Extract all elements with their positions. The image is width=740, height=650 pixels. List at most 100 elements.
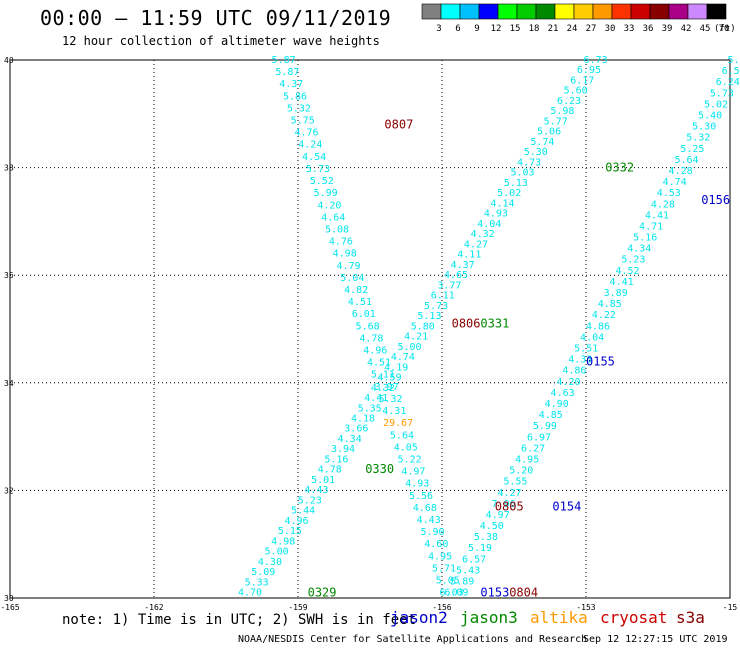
wave-height-label: 5.87 (275, 67, 299, 78)
wave-height-label: 6.97 (527, 432, 551, 443)
wave-height-label: 4.41 (645, 210, 669, 221)
wave-height-label: 4.98 (271, 536, 295, 547)
wave-height-label: 4.52 (615, 266, 639, 277)
wave-height-label: 5.13 (504, 178, 528, 189)
wave-height-label: 5.02 (497, 188, 521, 199)
wave-height-label: 4.78 (359, 333, 383, 344)
wave-height-label: 4.76 (329, 237, 353, 248)
wave-height-label: 6.57 (462, 554, 486, 565)
wave-height-label: 5.05 (436, 576, 460, 587)
wave-height-label: 5.64 (390, 430, 414, 441)
wave-height-label: 5.20 (509, 466, 533, 477)
wave-height-label: 5.00 (265, 547, 289, 558)
y-tick-label: 34 (4, 379, 14, 388)
wave-height-label: 4.54 (302, 152, 326, 163)
wave-height-label: 5.15 (278, 526, 302, 537)
wave-height-label: 4.22 (592, 310, 616, 321)
wave-height-label: 5.43 (456, 565, 480, 576)
wave-height-label: 5.32 (287, 103, 311, 114)
wave-height-label: 4.04 (477, 219, 501, 230)
wave-height-label: 5.71 (432, 563, 456, 574)
wave-height-label: 4.78 (318, 465, 342, 476)
wave-height-label: 5.23 (298, 495, 322, 506)
wave-height-label: 4.32 (371, 383, 395, 394)
legend-jason3: jason3 (460, 608, 518, 627)
y-tick-label: 40 (4, 56, 14, 65)
wave-height-label: 5.01 (311, 475, 335, 486)
wave-height-label: 4.34 (627, 244, 651, 255)
wave-height-label: 5.44 (291, 506, 315, 517)
x-tick-label: -165 (0, 603, 19, 612)
wave-height-label: 4.96 (284, 516, 308, 527)
wave-height-label: 5.04 (340, 273, 364, 284)
wave-height-label: 6.51 (722, 66, 740, 77)
pass-time-label: 0807 (384, 118, 413, 132)
y-tick-label: 36 (4, 271, 14, 280)
colorbar-label: 30 (605, 24, 616, 34)
wave-height-label: 4.27 (497, 488, 521, 499)
wave-height-label: 5.38 (474, 532, 498, 543)
wave-height-label: 6.11 (431, 291, 455, 302)
wave-height-label: 4.98 (333, 249, 357, 260)
wave-height-label: 5.74 (530, 137, 554, 148)
y-tick-label: 32 (4, 486, 14, 495)
wave-height-label: 5.09 (251, 567, 275, 578)
wave-height-label: 4.19 (384, 362, 408, 373)
color-scale-legend: 3 6 9 12 15 18 21 24 27 30 33 36 39 42 45 70(ft) (421, 3, 736, 34)
colorbar-label: 42 (681, 24, 692, 34)
wave-height-label: 4.20 (556, 377, 580, 388)
wave-height-label: 5.35 (358, 403, 382, 414)
legend-jason2: jason2 (390, 608, 448, 627)
colorbar-swatch (706, 3, 727, 20)
wave-height-label: 5.60 (564, 86, 588, 97)
x-tick-label: -156 (432, 603, 451, 612)
wave-height-label: 5.06 (537, 127, 561, 138)
wave-height-label: 5.02 (704, 99, 728, 110)
wave-height-label: 4.85 (598, 299, 622, 310)
wave-height-label: 4.28 (651, 199, 675, 210)
wave-height-label: 3.89 (604, 288, 628, 299)
wave-height-label: 4.11 (457, 250, 481, 261)
legend-altika: altika (530, 608, 588, 627)
x-tick-label: -15 (723, 603, 738, 612)
pass-time-label: 0804 (509, 586, 538, 600)
wave-height-label: 4.97 (486, 510, 510, 521)
page-subtitle: 12 hour collection of altimeter wave hei… (62, 34, 380, 48)
legend-s3a: s3a (676, 608, 705, 627)
wave-height-label: 4.37 (279, 79, 303, 90)
wave-height-label: 4.41 (610, 277, 634, 288)
wave-height-label: 4.74 (391, 352, 415, 363)
wave-height-label: 3.97 (375, 382, 399, 393)
wave-height-label: 6.23 (557, 96, 581, 107)
wave-height-label: 6.24 (716, 77, 740, 88)
pass-time-label: 0330 (365, 462, 394, 476)
wave-height-label: 5.19 (468, 543, 492, 554)
wave-height-label: 4.86 (562, 366, 586, 377)
wave-height-label: 5.73 (306, 164, 330, 175)
wave-height-label: 4.74 (663, 177, 687, 188)
wave-height-label: 5.64 (674, 155, 698, 166)
wave-height-label: 4.73 (517, 157, 541, 168)
wave-height-label: 6.09 (444, 588, 468, 599)
wave-height-label: 5.90 (420, 527, 444, 538)
wave-height-label: 6.01 (352, 309, 376, 320)
wave-height-label: 5.16 (633, 233, 657, 244)
wave-height-label: 4.59 (378, 373, 402, 384)
wave-height-label: 4.82 (344, 285, 368, 296)
colorbar-label: 12 (491, 24, 502, 34)
wave-height-label: 5.56 (409, 491, 433, 502)
wave-height-label: 5.68 (356, 321, 380, 332)
colorbar-label: 21 (548, 24, 559, 34)
wave-height-label: 5.25 (680, 144, 704, 155)
wave-height-label: 6.27 (521, 443, 545, 454)
wave-height-label: 4.20 (317, 200, 341, 211)
wave-height-label: 4.30 (258, 557, 282, 568)
wave-height-label: 5.98 (550, 106, 574, 117)
wave-height-label: 4.64 (321, 212, 345, 223)
wave-height-label: 5.08 (325, 224, 349, 235)
wave-height-label: 4.04 (580, 332, 604, 343)
wave-height-label: 7.96 (492, 499, 516, 510)
pass-time-label: 0329 (308, 586, 337, 600)
